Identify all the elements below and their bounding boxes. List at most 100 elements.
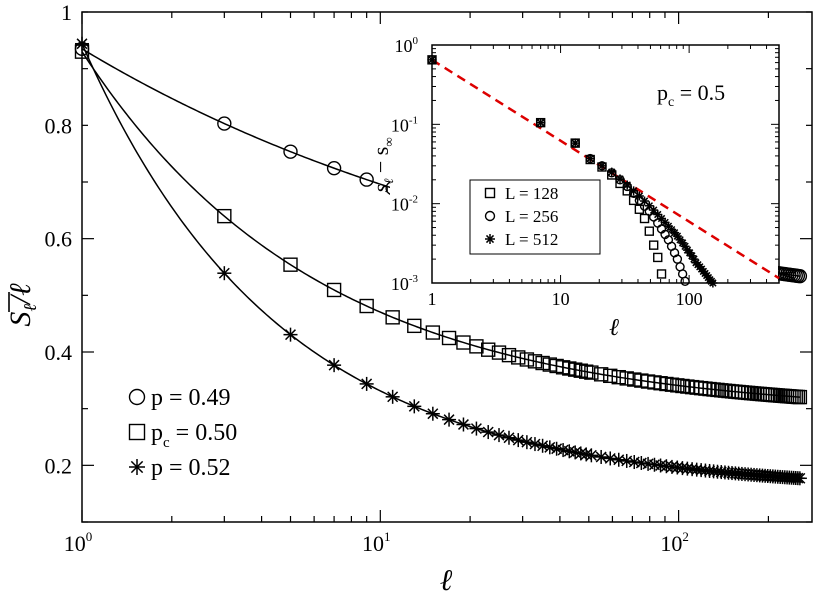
data-point	[283, 257, 298, 272]
data-point	[491, 345, 507, 360]
data-point	[611, 452, 626, 467]
inset-data-point	[597, 161, 607, 171]
inset-data-point	[687, 251, 697, 261]
inset-legend-marker	[484, 210, 496, 222]
inset-reference-line	[431, 58, 780, 280]
data-point	[217, 266, 232, 281]
inset-data-point	[639, 213, 650, 224]
data-point	[584, 448, 599, 463]
inset-data-point	[628, 195, 639, 206]
y-tick-label: 0.4	[45, 340, 73, 365]
inset-tick-labels: 1 10 100 10-3 10-2 10-1 100	[391, 35, 703, 309]
data-point	[283, 327, 298, 342]
data-point	[511, 433, 526, 448]
data-point	[594, 449, 609, 464]
data-point	[603, 368, 618, 384]
main-y-axis-label: Sℓ/ℓ	[4, 283, 40, 327]
inset-data-point	[634, 204, 645, 214]
data-point	[627, 455, 642, 470]
data-point	[425, 406, 440, 421]
y-tick-label: 1	[61, 0, 72, 25]
inset-y-axis-label: sℓ − s∞	[368, 137, 396, 192]
inset-data-point	[653, 252, 663, 263]
data-point	[359, 172, 374, 187]
inset-x-tick-label: 1	[428, 289, 437, 309]
inset-data-point	[427, 55, 437, 65]
data-point	[527, 354, 543, 369]
data-point	[441, 330, 457, 346]
data-point	[425, 325, 441, 340]
data-point	[611, 369, 626, 385]
inset-y-tick-label: 10-2	[391, 194, 418, 215]
legend-label: p = 0.49	[151, 385, 231, 411]
y-tick-label: 0.2	[45, 453, 73, 478]
legend-marker	[128, 388, 146, 406]
data-point	[283, 144, 298, 159]
data-point	[567, 362, 583, 377]
data-point	[481, 342, 496, 357]
data-point	[792, 389, 808, 405]
data-point	[501, 430, 516, 445]
y-tick-label: 0.8	[45, 113, 73, 138]
data-point	[456, 417, 471, 432]
legend-marker	[129, 459, 145, 475]
data-point	[407, 318, 422, 334]
data-point	[385, 310, 400, 325]
data-point	[792, 471, 807, 486]
inset-data-point	[536, 118, 546, 128]
inset-data-point	[607, 167, 617, 177]
inset-data-point	[708, 278, 718, 288]
data-point	[326, 282, 342, 298]
data-point	[407, 399, 422, 414]
data-point	[359, 376, 374, 391]
inset-x-axis-label: ℓ	[609, 315, 619, 341]
inset-legend-label: L = 256	[505, 207, 558, 226]
inset-data-point	[629, 186, 639, 196]
data-point	[584, 365, 599, 380]
inset-data-point	[680, 276, 690, 287]
data-point	[359, 298, 374, 314]
inset-x-tick-label: 100	[676, 289, 703, 309]
data-point	[511, 350, 526, 365]
data-point	[792, 268, 808, 284]
main-legend: p = 0.49 pc = 0.50 p = 0.52	[128, 385, 237, 481]
x-tick-label: 100	[64, 529, 93, 556]
data-point	[442, 412, 457, 427]
data-point	[327, 358, 342, 373]
data-point	[519, 352, 535, 367]
data-point	[75, 36, 89, 51]
data-point	[527, 437, 542, 452]
inset-annotation: pc = 0.5	[657, 80, 725, 110]
inset-legend-label: L = 512	[505, 230, 558, 249]
data-point	[469, 339, 484, 354]
inset-legend-marker	[485, 234, 495, 244]
legend-label: p = 0.52	[151, 455, 231, 481]
inset-data-point	[644, 226, 655, 236]
legend-label: pc = 0.50	[151, 420, 237, 451]
inset-plot-frame	[431, 44, 780, 284]
main-x-axis-label: ℓ	[440, 564, 453, 592]
x-tick-label: 101	[362, 529, 391, 556]
inset-y-tick-label: 100	[395, 35, 419, 56]
main-plot-frame	[81, 11, 813, 523]
inset-data-point	[570, 138, 580, 148]
data-point	[578, 364, 594, 379]
data-point	[217, 208, 232, 224]
data-point	[593, 367, 609, 382]
inset-data-markers	[427, 55, 718, 288]
data-point	[573, 363, 588, 378]
data-point	[217, 116, 232, 131]
inset-data-point	[585, 154, 595, 164]
inset-data-point	[615, 174, 625, 184]
inset-legend: L = 128 L = 256 L = 512	[469, 179, 601, 255]
main-axis-ticks	[81, 11, 812, 523]
inset-data-point	[656, 269, 667, 279]
data-point	[326, 160, 342, 176]
data-point	[481, 425, 496, 440]
data-point	[659, 376, 674, 392]
data-point	[619, 453, 634, 468]
inset-data-point	[648, 240, 659, 250]
inset-legend-label: L = 128	[505, 184, 558, 203]
